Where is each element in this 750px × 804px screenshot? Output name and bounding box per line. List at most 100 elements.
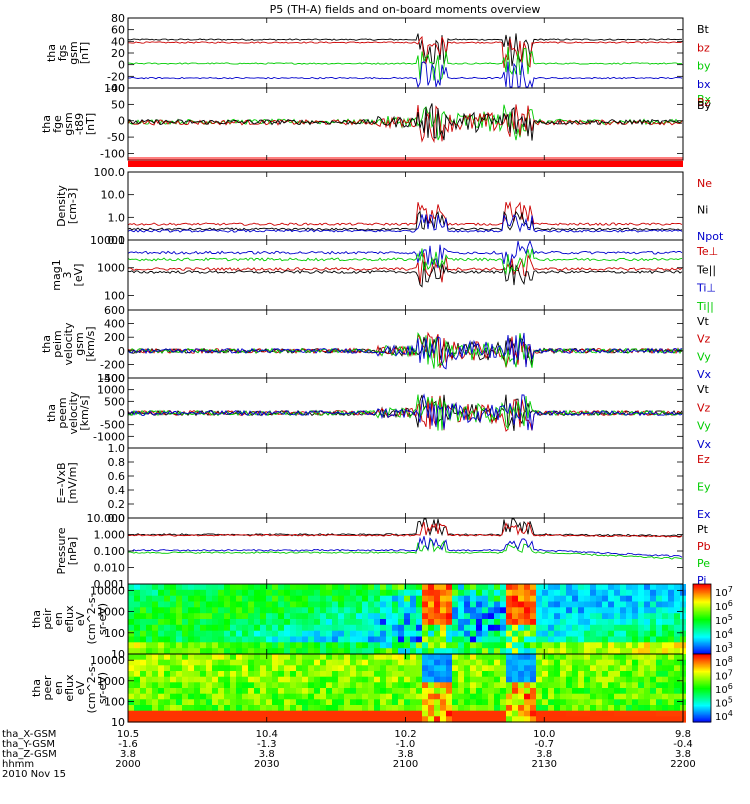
- spectrogram-cell: [404, 589, 410, 597]
- spectrogram-cell: [620, 688, 626, 695]
- spectrogram-cell: [542, 624, 548, 632]
- spectrogram-cell: [566, 705, 572, 712]
- spectrogram-cell: [344, 642, 350, 649]
- spectrogram-cell: [128, 682, 134, 689]
- spectrogram-cell: [374, 659, 380, 666]
- spectrogram-cell: [296, 716, 302, 723]
- spectrogram-cell: [446, 659, 452, 666]
- colorbar-cell: [693, 622, 711, 624]
- spectrogram-cell: [494, 699, 500, 706]
- spectrogram-cell: [404, 705, 410, 712]
- spectrogram-cell: [164, 659, 170, 666]
- spectrogram-cell: [236, 595, 242, 603]
- spectrogram-cell: [620, 671, 626, 678]
- spectrogram-cell: [584, 613, 590, 620]
- spectrogram-cell: [314, 636, 320, 643]
- spectrogram-cell: [356, 710, 362, 717]
- spectrogram-cell: [200, 688, 206, 695]
- spectrogram-cell: [584, 676, 590, 683]
- spectrogram-cell: [518, 654, 524, 661]
- spectrogram-cell: [668, 682, 674, 689]
- spectrogram-cell: [476, 648, 482, 655]
- spectrogram-cell: [446, 682, 452, 689]
- spectrogram-cell: [494, 619, 500, 626]
- spectrogram-cell: [548, 676, 554, 683]
- spectrogram-cell: [314, 659, 320, 666]
- spectrogram-cell: [434, 682, 440, 689]
- spectrogram-cell: [590, 589, 596, 597]
- y-axis-label: en: [52, 612, 65, 626]
- spectrogram-cell: [290, 624, 296, 632]
- spectrogram-cell: [362, 676, 368, 683]
- spectrogram-cell: [128, 630, 134, 638]
- spectrogram-cell: [668, 636, 674, 643]
- spectrogram-cell: [452, 601, 458, 608]
- spectrogram-cell: [260, 659, 266, 666]
- spectrogram-cell: [182, 716, 188, 723]
- spectrogram-cell: [512, 699, 518, 706]
- colorbar-cell: [693, 645, 711, 647]
- spectrogram-cell: [218, 630, 224, 638]
- spectrogram-cell: [416, 636, 422, 643]
- spectrogram-cell: [596, 693, 602, 700]
- spectrogram-cell: [200, 710, 206, 717]
- spectrogram-cell: [566, 648, 572, 655]
- spectrogram-cell: [626, 710, 632, 717]
- legend-Bx: Bx: [697, 93, 712, 106]
- spectrogram-cell: [470, 676, 476, 683]
- spectrogram-cell: [644, 613, 650, 620]
- spectrogram-cell: [584, 693, 590, 700]
- spectrogram-cell: [374, 589, 380, 597]
- colorbar-cell: [693, 637, 711, 640]
- spectrogram-cell: [476, 693, 482, 700]
- spectrogram-cell: [596, 589, 602, 597]
- spectrogram-cell: [140, 688, 146, 695]
- spectrogram-cell: [194, 642, 200, 649]
- spectrogram-cell: [404, 613, 410, 620]
- spectrogram-cell: [386, 619, 392, 626]
- spectrogram-cell: [488, 693, 494, 700]
- spectrogram-cell: [350, 636, 356, 643]
- spectrogram-cell: [668, 630, 674, 638]
- spectrogram-cell: [626, 595, 632, 603]
- spectrogram-cell: [362, 636, 368, 643]
- spectrogram-cell: [620, 636, 626, 643]
- spectrogram-cell: [512, 619, 518, 626]
- y-axis-label: gsm: [73, 332, 86, 355]
- spectrogram-cell: [290, 642, 296, 649]
- spectrogram-cell: [398, 693, 404, 700]
- colorbar-tick-exponent: 3: [728, 641, 733, 650]
- spectrogram-cell: [560, 671, 566, 678]
- spectrogram-cell: [380, 595, 386, 603]
- spectrogram-cell: [656, 676, 662, 683]
- spectrogram-cell: [656, 671, 662, 678]
- spectrogram-cell: [554, 716, 560, 723]
- spectrogram-cell: [248, 705, 254, 712]
- spectrogram-cell: [440, 665, 446, 672]
- spectrogram-cell: [464, 665, 470, 672]
- spectrogram-cell: [128, 665, 134, 672]
- spectrogram-cell: [374, 636, 380, 643]
- spectrogram-cell: [602, 648, 608, 655]
- spectrogram-cell: [650, 705, 656, 712]
- spectrogram-cell: [542, 601, 548, 608]
- spectrogram-cell: [470, 654, 476, 661]
- spectrogram-cell: [512, 705, 518, 712]
- spectrogram-cell: [224, 676, 230, 683]
- legend-Vz: Vz: [697, 401, 711, 414]
- spectrogram-cell: [380, 630, 386, 638]
- spectrogram-cell: [272, 699, 278, 706]
- spectrogram-cell: [380, 654, 386, 661]
- spectrogram-cell: [644, 699, 650, 706]
- spectrogram-cell: [500, 682, 506, 689]
- panel-8: 10710610510410310000100010010thapeirenef…: [30, 583, 733, 661]
- y-axis-label: [km/s]: [78, 395, 91, 430]
- spectrogram-cell: [578, 716, 584, 723]
- spectrogram-cell: [374, 654, 380, 661]
- spectrogram-cell: [632, 613, 638, 620]
- spectrogram-cell: [206, 624, 212, 632]
- spectrogram-cell: [212, 654, 218, 661]
- spectrogram-cell: [626, 624, 632, 632]
- spectrogram-cell: [218, 699, 224, 706]
- spectrogram-cell: [464, 613, 470, 620]
